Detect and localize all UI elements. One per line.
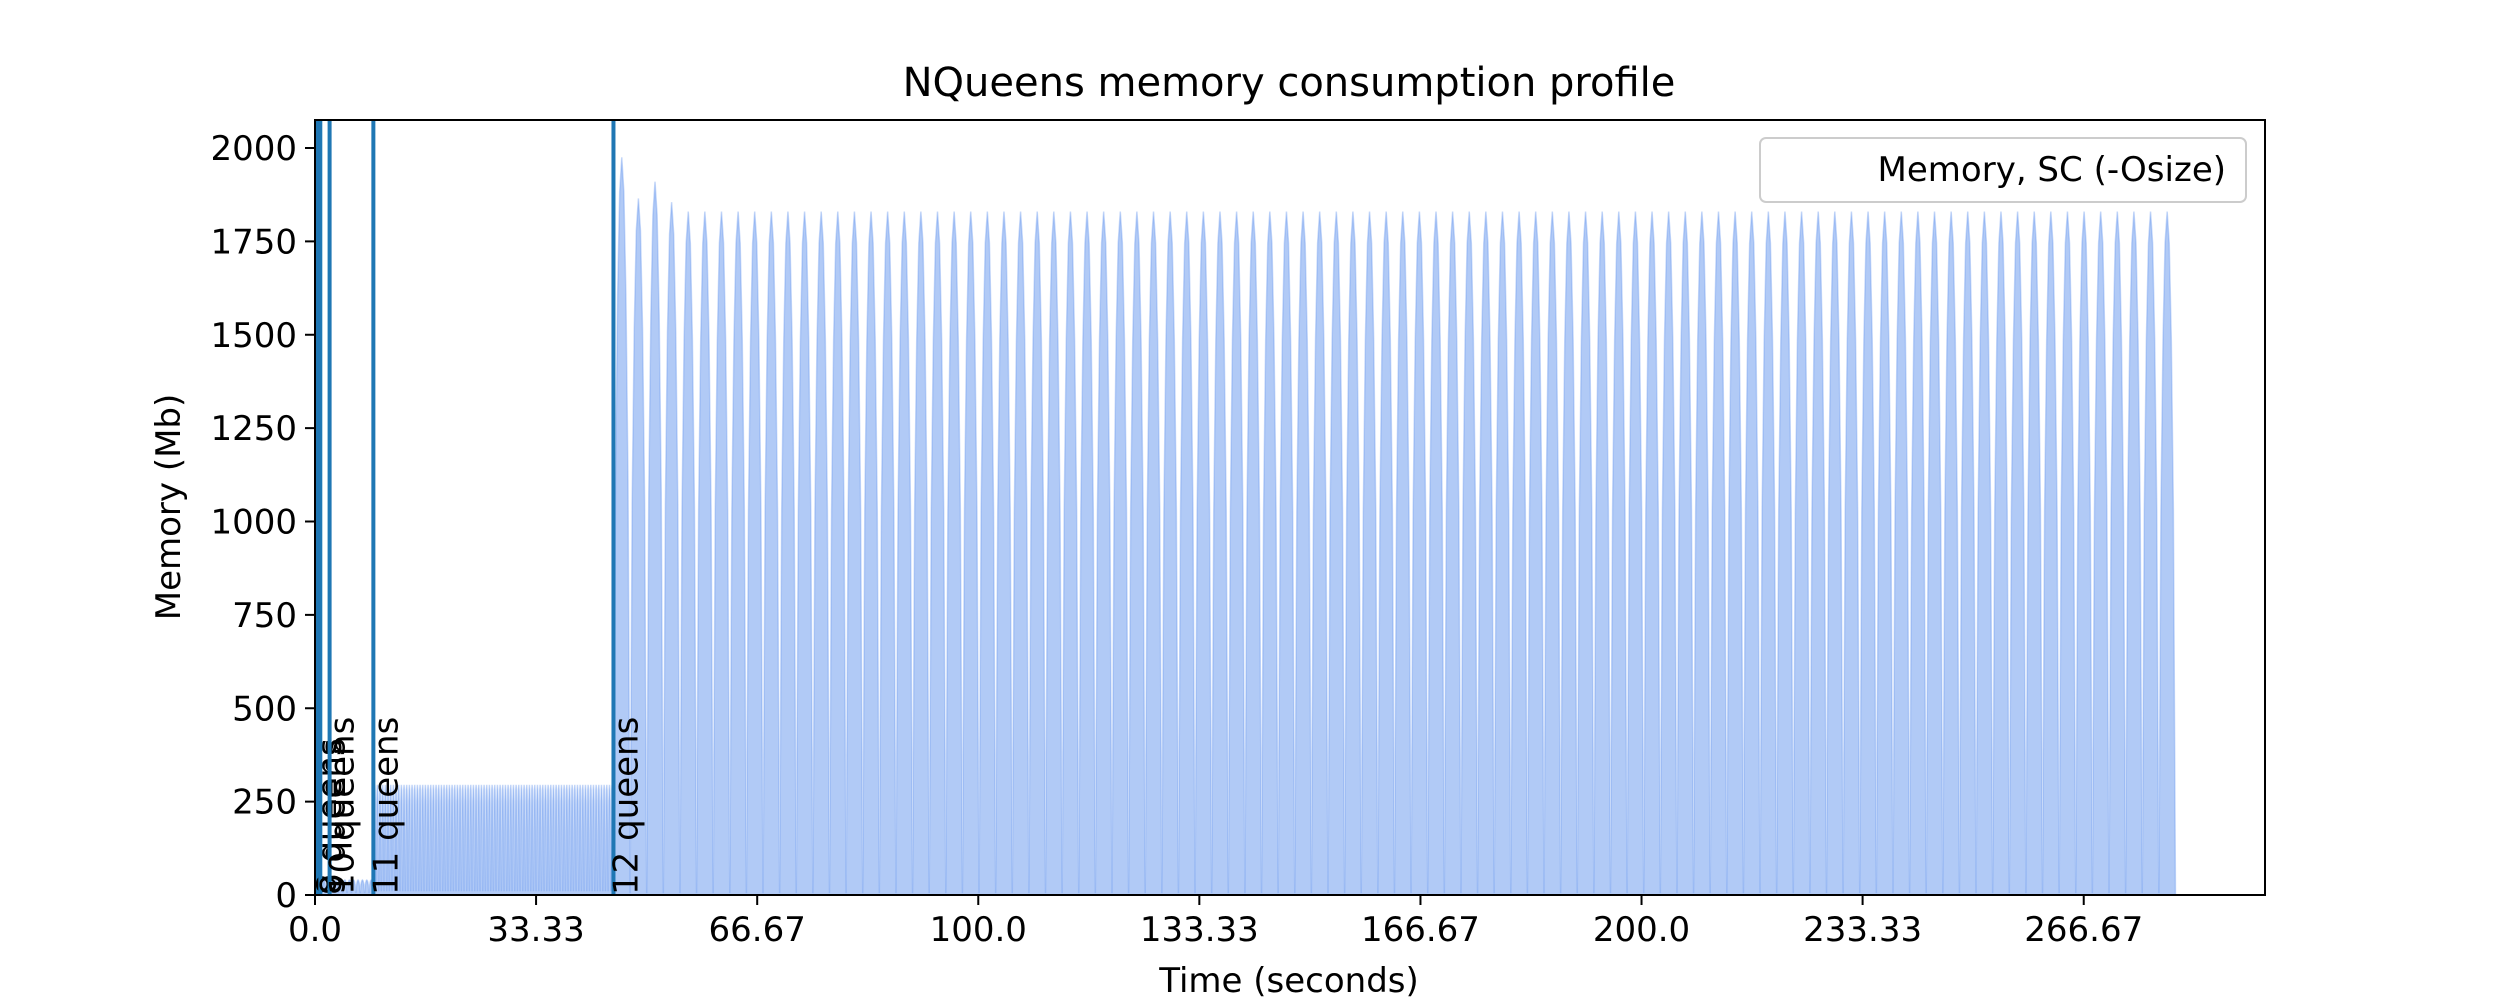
marker-label-1: 9 queens	[313, 738, 353, 895]
y-tick-label: 1000	[210, 503, 297, 543]
x-tick-label: 66.67	[709, 910, 806, 950]
y-tick-label: 0	[275, 876, 297, 916]
x-axis-label: Time (seconds)	[1158, 961, 1419, 1000]
x-tick-label: 233.33	[1803, 910, 1922, 950]
y-tick-label: 250	[232, 783, 297, 823]
y-tick-label: 500	[232, 689, 297, 729]
y-axis-ticks: 0 250 500 750 1000 1250 1500 1750 2000	[210, 129, 315, 916]
memory-area-series	[314, 157, 2177, 896]
y-tick-label: 1750	[210, 222, 297, 262]
x-axis-ticks: 0.0 33.33 66.67 100.0 133.33 166.67 200.0 233.3…	[288, 895, 2143, 950]
legend-entry-memory: Memory, SC (-Osize)	[1878, 150, 2226, 190]
marker-label-2: 10 queens	[323, 717, 363, 895]
marker-label-3: 11 queens	[366, 717, 406, 895]
x-tick-label: 166.67	[1361, 910, 1480, 950]
y-axis-label: Memory (Mb)	[149, 394, 189, 621]
y-tick-label: 750	[232, 596, 297, 636]
marker-label-4: 12 queens	[606, 717, 646, 895]
x-tick-label: 100.0	[930, 910, 1027, 950]
plot-frame	[314, 119, 2266, 896]
y-tick-label: 1500	[210, 316, 297, 356]
legend: Memory, SC (-Osize)	[1759, 137, 2247, 203]
x-tick-label: 133.33	[1140, 910, 1259, 950]
x-tick-label: 266.67	[2024, 910, 2143, 950]
x-tick-label: 33.33	[487, 910, 584, 950]
legend-box	[1759, 137, 2247, 203]
memory-area	[314, 157, 2177, 896]
chart-title: NQueens memory consumption profile	[903, 60, 1676, 106]
x-tick-label: 200.0	[1593, 910, 1690, 950]
x-tick-label: 0.0	[288, 910, 342, 950]
y-tick-label: 1250	[210, 409, 297, 449]
y-tick-label: 2000	[210, 129, 297, 169]
